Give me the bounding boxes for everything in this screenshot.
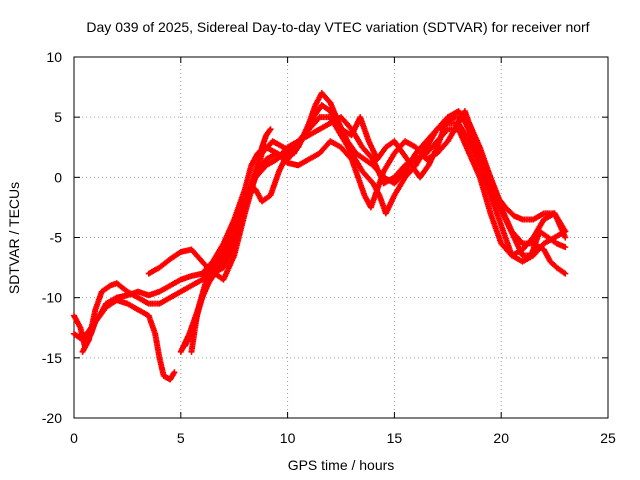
x-tick-label: 25 <box>600 430 616 446</box>
y-tick-label: 0 <box>54 169 62 185</box>
x-tick-label: 0 <box>70 430 78 446</box>
x-axis-label: GPS time / hours <box>288 457 395 473</box>
chart-title: Day 039 of 2025, Sidereal Day-to-day VTE… <box>86 19 589 35</box>
x-tick-label: 10 <box>280 430 296 446</box>
chart-grid <box>74 57 608 418</box>
x-tick-label: 5 <box>177 430 185 446</box>
x-tick-label: 20 <box>493 430 509 446</box>
y-tick-label: 5 <box>54 109 62 125</box>
data-point <box>562 234 569 241</box>
axis-ticks <box>73 56 609 419</box>
data-point <box>562 270 569 277</box>
y-tick-label: -5 <box>50 230 63 246</box>
y-tick-label: -20 <box>42 410 62 426</box>
y-tick-label: 10 <box>46 49 62 65</box>
data-point <box>562 244 569 251</box>
data-point <box>171 369 178 376</box>
y-tick-label: -15 <box>42 350 62 366</box>
data-point <box>267 126 274 133</box>
series-track-7 <box>177 102 569 355</box>
y-axis-label: SDTVAR / TECUs <box>6 182 22 294</box>
axis-tick-labels: 0 5 10 15 20 25 -20 -15 -10 -5 0 5 10 <box>42 49 616 446</box>
y-tick-label: -10 <box>42 290 62 306</box>
data-series <box>71 90 569 383</box>
x-tick-label: 15 <box>387 430 403 446</box>
